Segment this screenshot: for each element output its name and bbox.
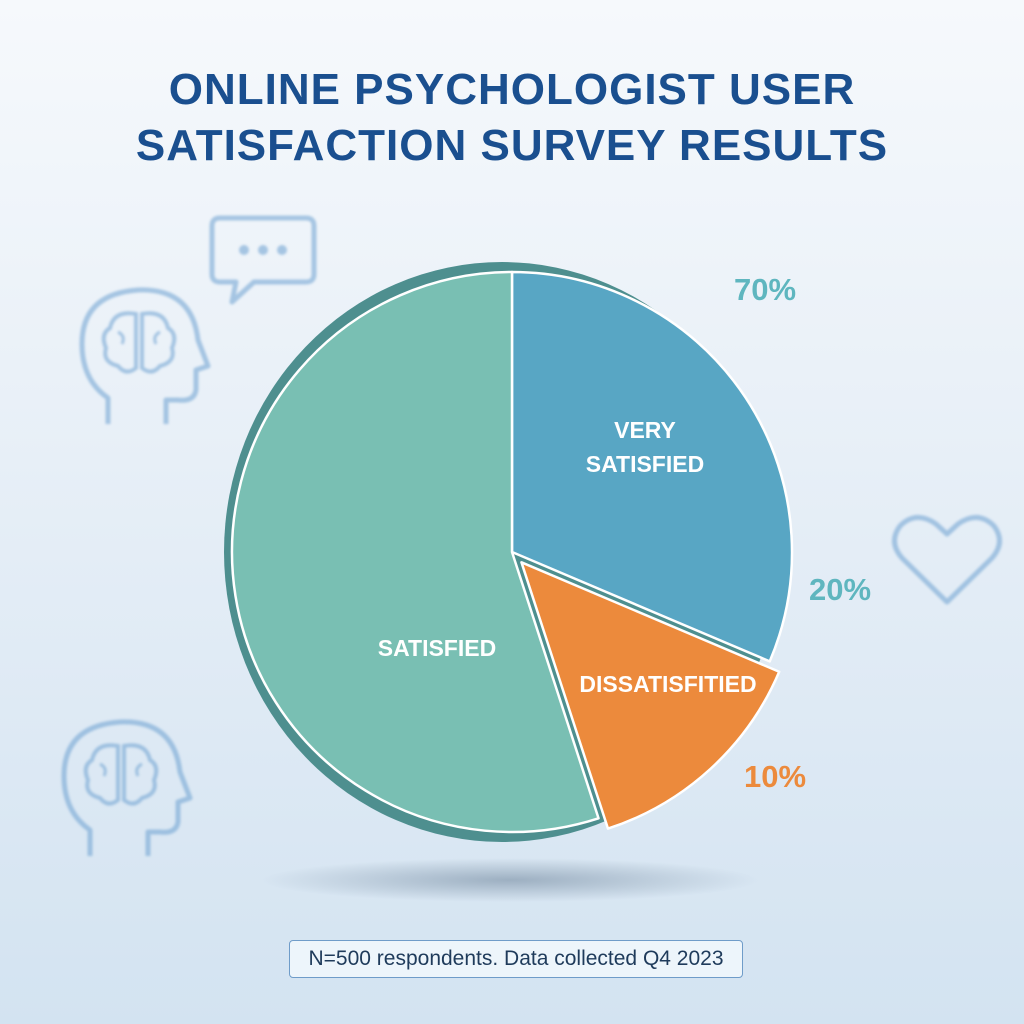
chart-title: ONLINE PSYCHOLOGIST USER SATISFACTION SU…	[0, 62, 1024, 174]
slice-label: SATISFIED	[378, 635, 496, 661]
chart-title-line1: ONLINE PSYCHOLOGIST USER	[168, 65, 856, 114]
slice-label: VERY SATISFIED	[586, 417, 704, 477]
heart-icon	[892, 515, 1002, 605]
slice-value-label: 10%	[744, 759, 806, 794]
pie-slice-dissatisfitied	[520, 561, 781, 830]
slice-value-label: 20%	[809, 572, 871, 607]
footnote: N=500 respondents. Data collected Q4 202…	[289, 940, 743, 978]
slice-value-label: 70%	[734, 272, 796, 307]
chart-title-line2: SATISFACTION SURVEY RESULTS	[135, 121, 889, 170]
head-brain-icon	[61, 719, 193, 856]
slice-label: DISSATISFITIED	[579, 671, 756, 697]
pie-slice-satisfied	[230, 270, 600, 834]
pie-slice-very-satisfied	[510, 270, 794, 663]
chat-bubble-icon	[209, 215, 317, 305]
pie-shadow	[260, 858, 760, 902]
head-brain-icon	[79, 287, 211, 424]
